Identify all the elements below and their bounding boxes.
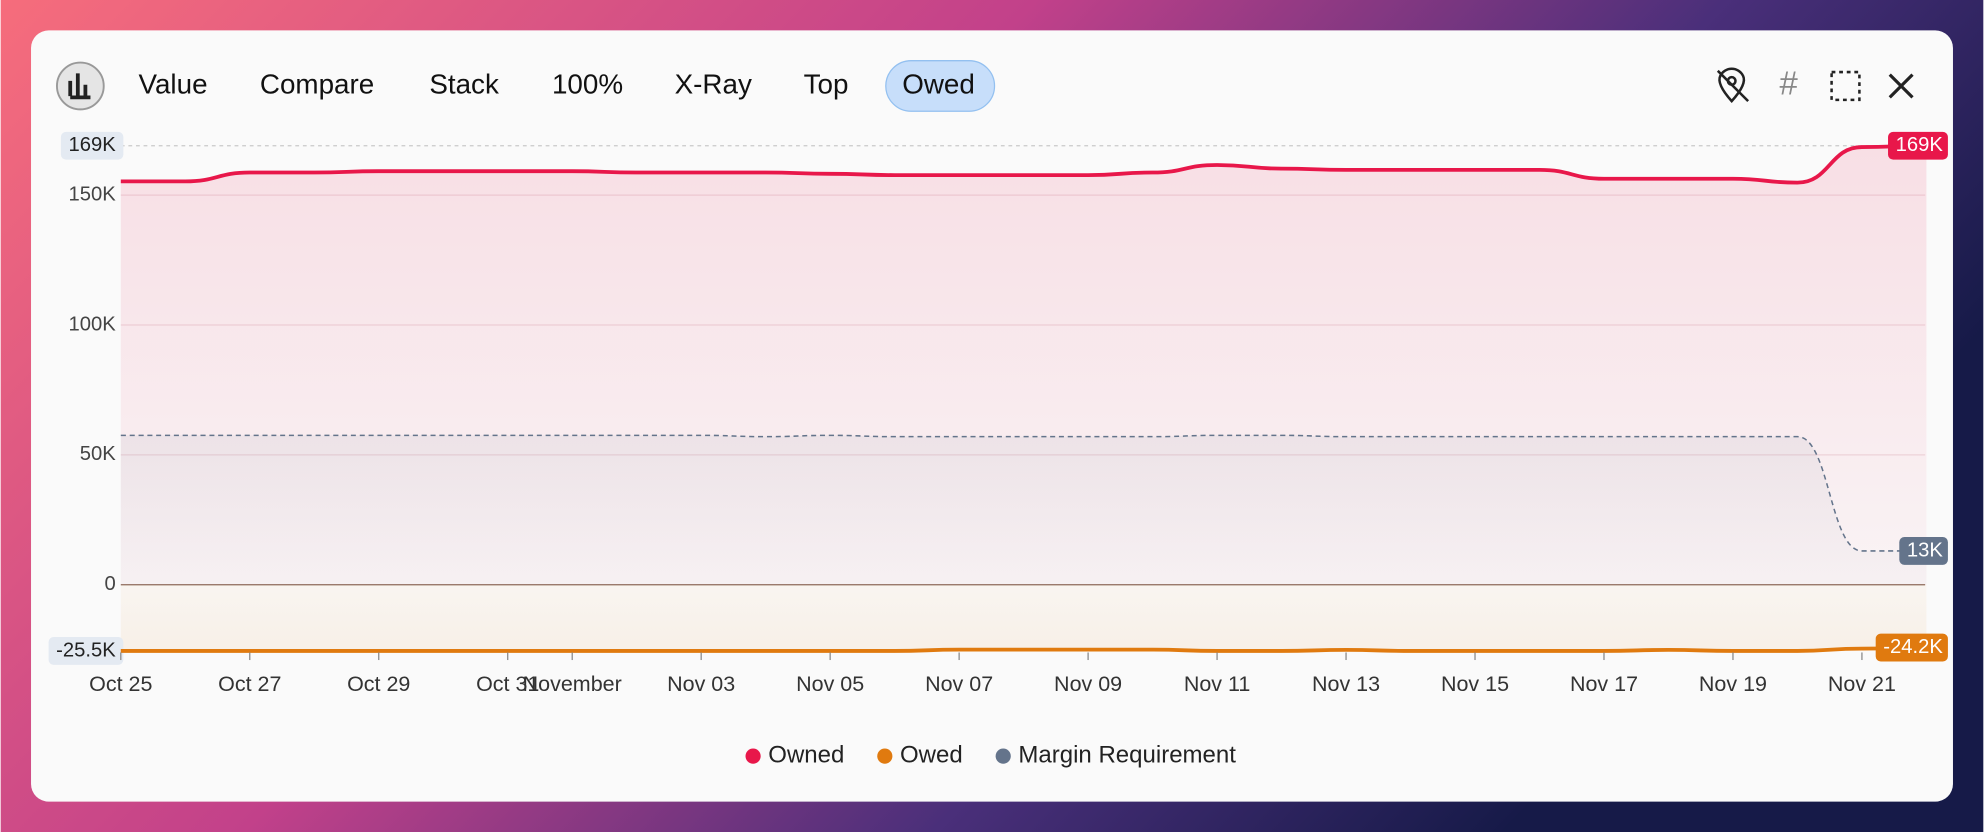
extreme-label-bg	[48, 637, 124, 665]
legend-marker[interactable]	[995, 748, 1011, 764]
value-label: 169K	[1896, 134, 1944, 156]
series-line	[120, 434, 1927, 552]
y-tick-label: 100K	[69, 313, 117, 335]
number-icon[interactable]: #	[1779, 65, 1798, 102]
toolbar-button[interactable]: 100%	[552, 68, 623, 99]
x-tick-label: Nov 21	[1828, 672, 1896, 696]
x-tick-label: Nov 15	[1441, 672, 1509, 696]
y-tick-label: 0	[104, 573, 115, 595]
x-tick-label: Oct 25	[89, 672, 152, 696]
x-tick-label: Nov 03	[667, 672, 735, 696]
x-tick-label: Oct 31	[476, 672, 539, 696]
toolbar-button[interactable]: Value	[139, 68, 208, 99]
x-tick-label: Oct 27	[218, 672, 281, 696]
toolbar-button[interactable]: Stack	[429, 68, 499, 99]
x-tick-label: Nov 11	[1184, 672, 1250, 696]
x-tick-label: Nov 19	[1699, 672, 1767, 696]
x-tick-label: Nov 07	[925, 672, 993, 696]
value-label: -24.2K	[1883, 636, 1943, 658]
active-pill	[885, 60, 996, 112]
chart-icon-button[interactable]	[56, 61, 105, 111]
value-label-bg	[1899, 537, 1948, 565]
legend-marker[interactable]	[877, 748, 893, 764]
legend-label[interactable]: Margin Requirement	[1018, 741, 1236, 768]
plot: 0 50K 100K 150K 169K -25.5K 169K -24.2K 13K Oct 2…	[48, 131, 1948, 768]
toolbar-button-active[interactable]: Owed	[902, 68, 975, 99]
toolbar-button[interactable]: Top	[804, 68, 849, 99]
chart-icon	[68, 73, 91, 100]
y-tick-label: 50K	[80, 443, 116, 465]
area	[120, 435, 1927, 585]
value-label: 13K	[1907, 539, 1943, 561]
extreme-label: 169K	[69, 134, 117, 156]
toolbar-button[interactable]: Compare	[260, 68, 374, 99]
toolbar: # Value Compare Stack 100% X-Ray Top Owed	[56, 60, 1914, 112]
hide-icon[interactable]	[1716, 67, 1750, 104]
legend-marker[interactable]	[745, 748, 761, 764]
x-tick-label: Nov 17	[1570, 672, 1638, 696]
series-line	[120, 143, 1927, 185]
y-tick-label: 150K	[69, 183, 117, 205]
toolbar-button[interactable]: X-Ray	[675, 68, 752, 99]
x-tick-label: Nov 13	[1312, 672, 1380, 696]
x-tick-label: Nov 05	[796, 672, 864, 696]
value-label-bg	[1888, 131, 1948, 160]
x-tick-label: Oct 29	[347, 672, 410, 696]
close-icon[interactable]	[1888, 73, 1914, 99]
legend-label[interactable]: Owed	[900, 741, 963, 768]
extreme-label-bg	[60, 131, 124, 160]
value-label-bg	[1875, 633, 1948, 662]
x-tick-label: Nov 09	[1054, 672, 1122, 696]
area	[120, 584, 1927, 651]
select-icon[interactable]	[1830, 70, 1861, 102]
x-tick-label: November	[523, 672, 622, 696]
extreme-label: -25.5K	[56, 639, 116, 661]
series-line	[120, 645, 1927, 653]
legend-label[interactable]: Owned	[768, 741, 844, 768]
